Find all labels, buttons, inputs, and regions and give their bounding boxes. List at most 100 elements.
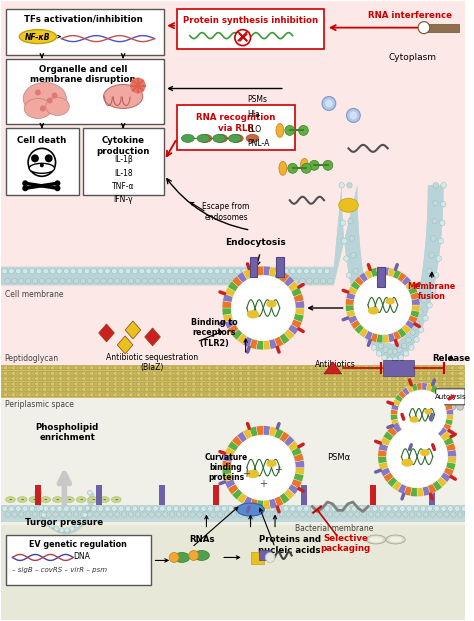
Ellipse shape xyxy=(391,388,398,391)
Circle shape xyxy=(304,505,309,511)
Circle shape xyxy=(439,220,445,225)
Circle shape xyxy=(29,505,35,511)
Ellipse shape xyxy=(50,377,57,381)
Ellipse shape xyxy=(383,371,390,375)
Bar xyxy=(0,365,465,398)
Circle shape xyxy=(128,512,134,517)
Ellipse shape xyxy=(289,382,296,386)
Ellipse shape xyxy=(407,377,414,381)
Ellipse shape xyxy=(403,393,410,397)
Wedge shape xyxy=(404,417,412,427)
Ellipse shape xyxy=(23,388,29,391)
Ellipse shape xyxy=(93,382,100,386)
Circle shape xyxy=(344,256,349,261)
Ellipse shape xyxy=(254,388,261,391)
Ellipse shape xyxy=(391,377,398,381)
Ellipse shape xyxy=(399,382,406,386)
Ellipse shape xyxy=(132,366,139,370)
Circle shape xyxy=(12,512,17,517)
Text: RNA recognition
via RLR: RNA recognition via RLR xyxy=(196,114,275,133)
Circle shape xyxy=(218,512,223,517)
Wedge shape xyxy=(428,484,437,494)
Ellipse shape xyxy=(215,134,228,142)
Circle shape xyxy=(465,512,470,517)
Circle shape xyxy=(414,320,419,326)
Circle shape xyxy=(433,183,438,188)
Ellipse shape xyxy=(140,382,147,386)
Bar xyxy=(370,484,376,505)
Circle shape xyxy=(441,183,447,188)
Wedge shape xyxy=(411,299,420,305)
Text: Curvature
binding
proteins: Curvature binding proteins xyxy=(204,453,247,483)
Circle shape xyxy=(28,148,55,176)
Circle shape xyxy=(349,288,355,294)
Circle shape xyxy=(396,512,401,517)
Ellipse shape xyxy=(29,163,55,173)
Ellipse shape xyxy=(223,393,229,397)
Wedge shape xyxy=(223,473,233,482)
Wedge shape xyxy=(351,281,361,290)
Ellipse shape xyxy=(410,382,418,386)
Ellipse shape xyxy=(227,393,233,397)
Ellipse shape xyxy=(11,371,18,375)
Ellipse shape xyxy=(387,371,394,375)
Text: Escape from
endosomes: Escape from endosomes xyxy=(202,202,250,222)
Text: Autolysis: Autolysis xyxy=(435,394,466,400)
Circle shape xyxy=(362,512,367,517)
Ellipse shape xyxy=(242,377,249,381)
Circle shape xyxy=(101,278,106,284)
Ellipse shape xyxy=(368,371,374,375)
Ellipse shape xyxy=(403,382,410,386)
Circle shape xyxy=(416,512,422,517)
Circle shape xyxy=(378,343,384,348)
Circle shape xyxy=(87,512,92,517)
Ellipse shape xyxy=(19,388,26,391)
Circle shape xyxy=(35,89,41,96)
Circle shape xyxy=(60,278,65,284)
Circle shape xyxy=(286,512,292,517)
Ellipse shape xyxy=(93,371,100,375)
Ellipse shape xyxy=(246,371,253,375)
Ellipse shape xyxy=(407,393,414,397)
Ellipse shape xyxy=(211,382,218,386)
Ellipse shape xyxy=(152,377,159,381)
Ellipse shape xyxy=(191,382,198,386)
Ellipse shape xyxy=(277,371,284,375)
Circle shape xyxy=(183,512,189,517)
Ellipse shape xyxy=(293,377,300,381)
Ellipse shape xyxy=(35,382,41,386)
Circle shape xyxy=(461,505,467,511)
Ellipse shape xyxy=(199,134,212,142)
Circle shape xyxy=(310,268,316,274)
Circle shape xyxy=(339,201,345,207)
Ellipse shape xyxy=(422,382,429,386)
Wedge shape xyxy=(417,383,422,390)
Ellipse shape xyxy=(144,377,151,381)
Ellipse shape xyxy=(438,377,445,381)
Wedge shape xyxy=(445,404,453,410)
Wedge shape xyxy=(284,329,295,340)
Ellipse shape xyxy=(328,366,335,370)
Ellipse shape xyxy=(172,393,179,397)
Ellipse shape xyxy=(340,377,347,381)
Ellipse shape xyxy=(19,30,56,43)
Ellipse shape xyxy=(450,377,457,381)
Ellipse shape xyxy=(23,377,29,381)
Ellipse shape xyxy=(148,366,155,370)
Ellipse shape xyxy=(325,366,331,370)
Ellipse shape xyxy=(54,366,61,370)
Circle shape xyxy=(82,512,87,517)
Ellipse shape xyxy=(458,371,465,375)
Ellipse shape xyxy=(242,388,249,391)
Circle shape xyxy=(60,512,65,517)
Ellipse shape xyxy=(419,388,425,391)
Ellipse shape xyxy=(434,377,441,381)
Ellipse shape xyxy=(250,371,257,375)
Circle shape xyxy=(194,505,200,511)
Circle shape xyxy=(80,278,86,284)
Bar xyxy=(383,360,414,376)
Ellipse shape xyxy=(113,388,120,391)
Ellipse shape xyxy=(320,393,328,397)
Ellipse shape xyxy=(364,377,371,381)
Text: Proteins and
nucleic acids: Proteins and nucleic acids xyxy=(258,535,321,555)
